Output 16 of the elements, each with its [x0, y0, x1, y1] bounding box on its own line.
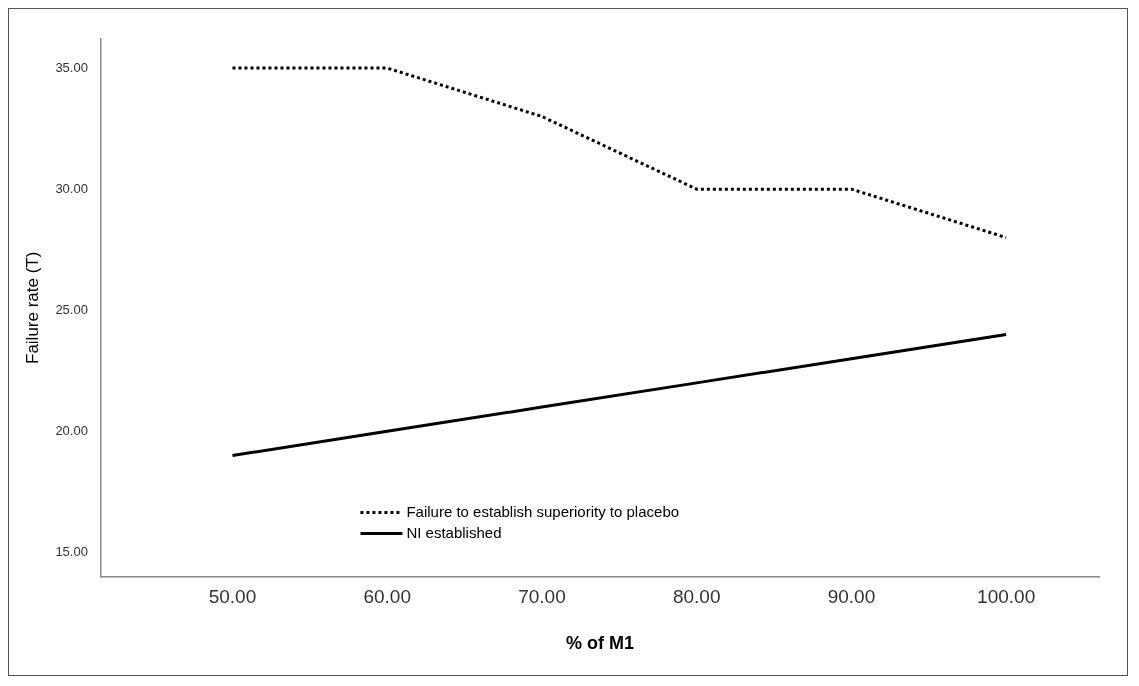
x-tick-label: 100.00 [977, 586, 1036, 608]
y-tick-label: 15.00 [55, 543, 88, 559]
y-tick-label: 25.00 [55, 301, 88, 317]
x-tick-label: 70.00 [518, 586, 566, 608]
line-series [230, 66, 1008, 240]
y-tick-label: 35.00 [55, 59, 88, 75]
x-axis-title: % of M1 [565, 633, 634, 654]
y-tick-label: 30.00 [55, 180, 88, 196]
x-tick-label: 90.00 [827, 586, 876, 608]
x-tick-label: 50.00 [208, 586, 257, 608]
legend-label: Failure to establish superiority to placebo [406, 502, 680, 520]
x-tick-label: 80.00 [672, 586, 721, 608]
legend-label: NI established [406, 523, 502, 541]
y-axis-title: Failure rate (T) [22, 251, 42, 365]
x-tick-label: 60.00 [363, 586, 411, 608]
y-tick-label: 20.00 [55, 422, 88, 438]
